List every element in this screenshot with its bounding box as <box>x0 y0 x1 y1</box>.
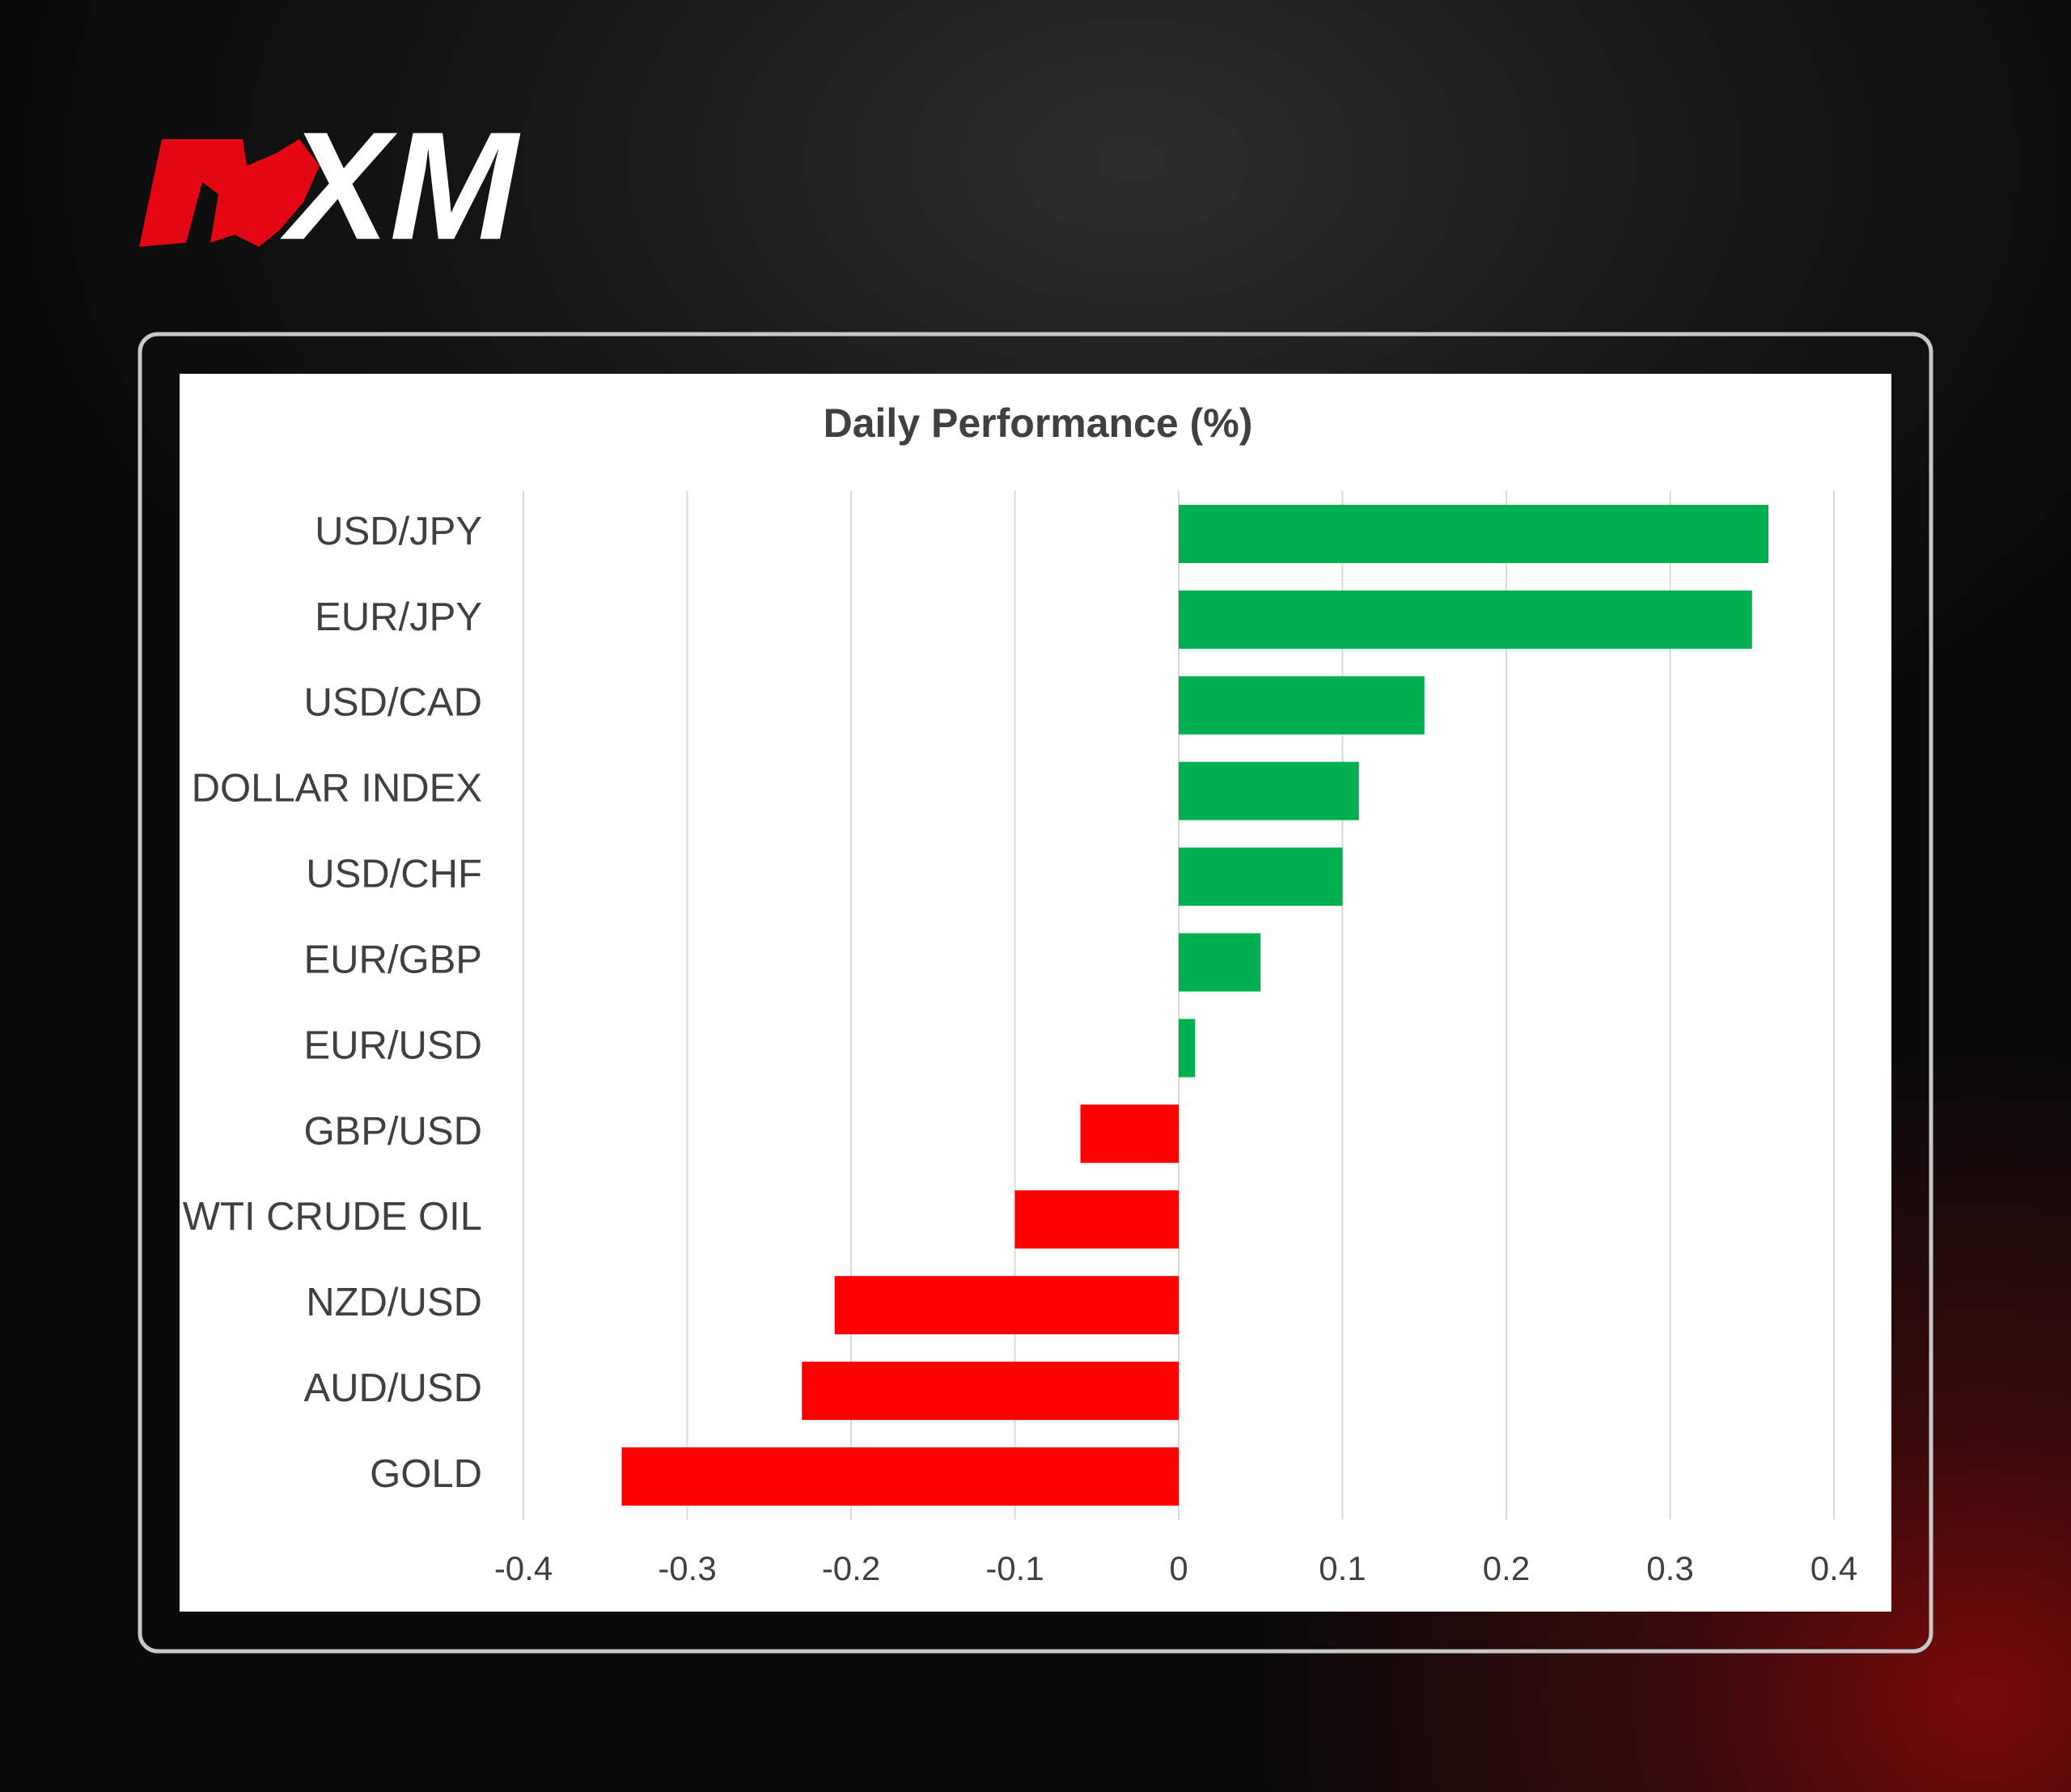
bar <box>802 1362 1179 1421</box>
y-tick-label: EUR/USD <box>303 1023 482 1067</box>
bar <box>1179 1019 1196 1078</box>
bar <box>621 1447 1179 1506</box>
bar <box>834 1276 1179 1335</box>
bar <box>1179 676 1425 735</box>
logo-text: XM <box>280 100 521 272</box>
chart-title: Daily Performance (%) <box>824 400 1253 446</box>
x-tick-label: 0.1 <box>1319 1549 1366 1587</box>
bar <box>1080 1104 1179 1163</box>
bar <box>1179 504 1768 563</box>
x-tick-label: -0.1 <box>985 1549 1044 1587</box>
y-tick-label: WTI CRUDE OIL <box>183 1195 482 1239</box>
y-tick-label: USD/CAD <box>303 681 482 725</box>
bar <box>1014 1190 1179 1249</box>
logo-icon <box>139 139 320 247</box>
y-tick-label: GOLD <box>370 1452 482 1496</box>
bar <box>1179 933 1261 992</box>
x-tick-label: -0.3 <box>658 1549 716 1587</box>
x-tick-label: 0.2 <box>1483 1549 1530 1587</box>
bar <box>1179 761 1359 820</box>
bar <box>1179 847 1343 906</box>
x-tick-label: 0.3 <box>1646 1549 1693 1587</box>
y-tick-label: GBP/USD <box>303 1109 482 1153</box>
x-tick-label: -0.4 <box>494 1549 553 1587</box>
x-tick-label: 0.4 <box>1811 1549 1857 1587</box>
y-tick-label: NZD/USD <box>306 1281 482 1324</box>
x-tick-label: 0 <box>1169 1549 1188 1587</box>
frame <box>138 332 1933 1654</box>
y-tick-label: USD/CHF <box>306 853 482 896</box>
y-tick-label: DOLLAR INDEX <box>192 767 482 811</box>
x-tick-label: -0.2 <box>822 1549 880 1587</box>
y-tick-label: EUR/JPY <box>315 595 482 639</box>
y-tick-label: EUR/GBP <box>303 938 482 981</box>
y-tick-label: USD/JPY <box>315 510 482 553</box>
bar <box>1179 590 1752 649</box>
logo: XM <box>139 100 521 272</box>
y-tick-label: AUD/USD <box>303 1366 482 1410</box>
